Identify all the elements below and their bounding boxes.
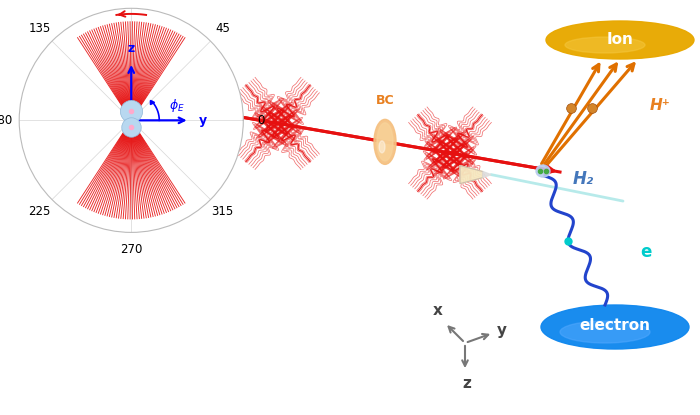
Text: electron: electron <box>580 318 650 334</box>
Text: e: e <box>640 243 652 261</box>
Ellipse shape <box>200 93 216 130</box>
Text: y: y <box>199 114 206 127</box>
Text: $\phi_E$: $\phi_E$ <box>169 97 184 114</box>
Text: H₂: H₂ <box>573 170 594 188</box>
Polygon shape <box>483 171 491 178</box>
Ellipse shape <box>379 141 385 153</box>
Text: Ion: Ion <box>607 32 634 46</box>
Text: z: z <box>127 42 135 55</box>
Text: H⁺: H⁺ <box>650 98 671 112</box>
Text: MOWP: MOWP <box>185 63 231 76</box>
Ellipse shape <box>565 37 645 53</box>
Ellipse shape <box>541 305 689 349</box>
Ellipse shape <box>560 321 650 343</box>
Ellipse shape <box>374 120 396 164</box>
Text: x: x <box>433 303 443 318</box>
Text: z: z <box>463 376 471 391</box>
Ellipse shape <box>377 123 393 161</box>
Polygon shape <box>460 166 483 183</box>
Ellipse shape <box>202 109 208 124</box>
Ellipse shape <box>536 165 550 177</box>
Ellipse shape <box>197 89 219 134</box>
Text: BC: BC <box>376 94 394 107</box>
Text: y: y <box>497 324 507 339</box>
Ellipse shape <box>546 21 694 59</box>
